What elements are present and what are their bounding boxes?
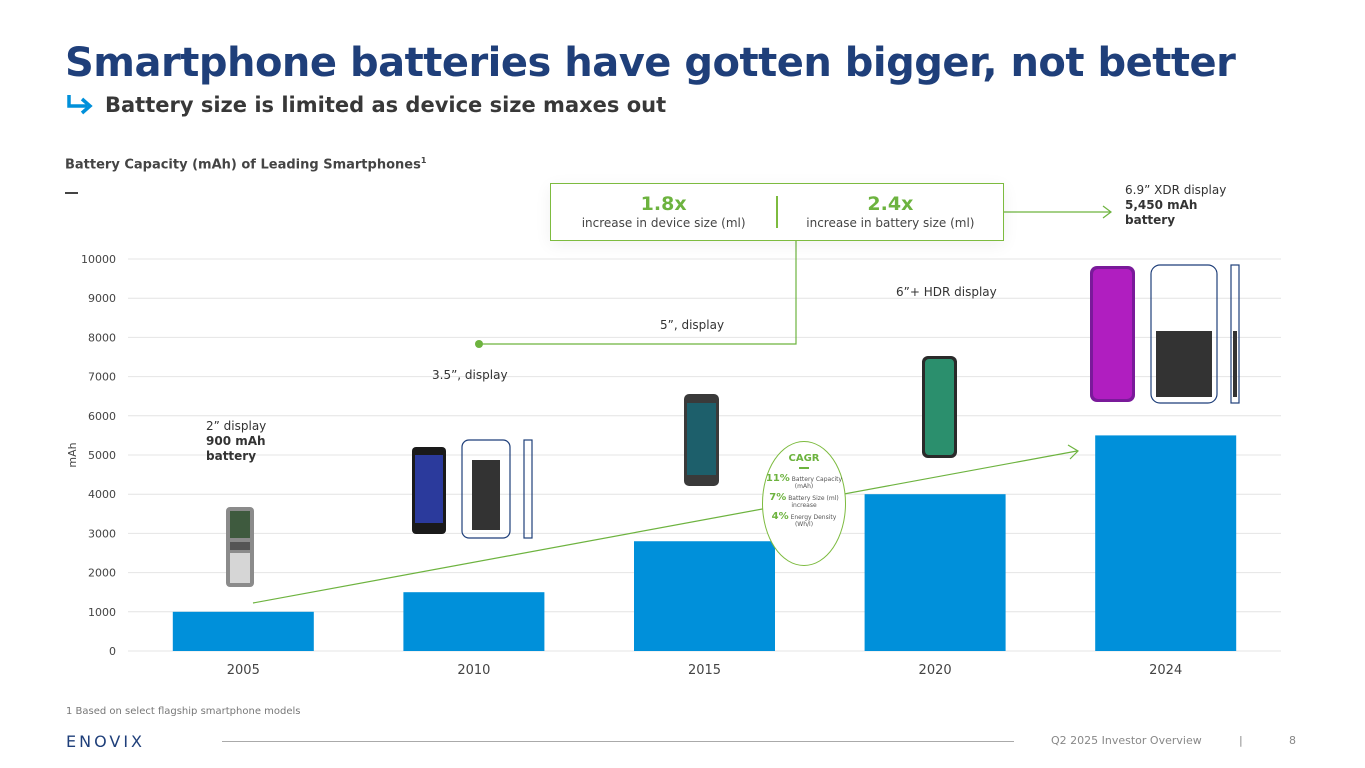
y-tick-label: 5000 <box>88 449 116 462</box>
y-axis-ticks: 0 1000 2000 3000 4000 5000 6000 7000 8000 9000 100… <box>81 253 116 658</box>
x-category-label: 2020 <box>919 663 952 678</box>
footer-separator: | <box>1239 734 1243 747</box>
annotation-2005-display: 2” display <box>206 419 267 433</box>
annotation-2024-battery: battery <box>1125 213 1176 227</box>
callout-connector-dot <box>475 340 483 348</box>
battery-size-stat: 2.4x increase in battery size (ml) <box>778 193 1003 231</box>
y-tick-label: 6000 <box>88 410 116 423</box>
cagr-item-label: Battery Size (ml) increase <box>788 494 839 509</box>
subtitle-row: Battery size is limited as device size m… <box>65 93 666 117</box>
x-category-label: 2015 <box>688 663 721 678</box>
bar-2024 <box>1095 435 1237 651</box>
annotation-2005-capacity: 900 mAh <box>206 434 266 448</box>
cagr-item: 4% Energy Density (Wh/l) <box>763 510 845 528</box>
chart-heading-footnote-marker: 1 <box>420 156 427 165</box>
y-tick-label: 7000 <box>88 371 116 384</box>
page-title: Smartphone batteries have gotten bigger,… <box>65 40 1236 86</box>
annotation-2020: 6”+ HDR display <box>896 285 997 299</box>
chart-bars <box>172 435 1237 651</box>
page-subtitle: Battery size is limited as device size m… <box>105 93 667 117</box>
y-tick-label: 3000 <box>88 527 116 540</box>
cagr-item-pct: 4% <box>771 510 789 522</box>
x-axis-categories: 2005 2010 2015 2020 2024 <box>227 663 1182 678</box>
device-size-label: increase in device size (ml) <box>581 216 746 230</box>
y-tick-label: 1000 <box>88 606 116 619</box>
y-tick-label: 9000 <box>88 292 116 305</box>
heading-dash <box>65 192 78 194</box>
battery-size-label: increase in battery size (ml) <box>806 216 975 230</box>
logo-text: ENOVIX <box>66 732 145 750</box>
cagr-item-label: Energy Density (Wh/l) <box>790 513 837 528</box>
page-number: 8 <box>1289 734 1296 747</box>
growth-callout-box: 1.8x increase in device size (ml) 2.4x i… <box>550 183 1004 241</box>
callout-connector <box>479 240 797 345</box>
annotation-2024-capacity: 5,450 mAh <box>1125 198 1198 212</box>
y-axis-label: mAh <box>66 442 79 467</box>
cagr-title: CAGR <box>788 453 820 464</box>
cagr-item: 11% Battery Capacity (mAh) <box>763 472 845 490</box>
phone-2020-image <box>922 356 957 458</box>
annotation-2024: 6.9” XDR display 5,450 mAh battery <box>1125 183 1226 228</box>
annotation-2005-battery: battery <box>206 449 257 463</box>
annotation-2005: 2” display 900 mAh battery <box>206 419 266 464</box>
y-tick-label: 0 <box>109 645 116 658</box>
battery-2010-image <box>461 439 533 539</box>
device-size-multiplier: 1.8x <box>640 193 687 215</box>
cagr-item-pct: 11% <box>765 472 790 484</box>
battery-2024-image <box>1150 264 1240 404</box>
callout-arrowhead <box>1102 205 1112 219</box>
phone-2005-image <box>226 507 254 587</box>
annotation-2010: 3.5”, display <box>432 368 508 382</box>
y-tick-label: 10000 <box>81 253 116 266</box>
enovix-logo: ENOVIX <box>66 732 145 750</box>
chart-heading-text: Battery Capacity (mAh) of Leading Smartp… <box>65 157 421 173</box>
cagr-dash <box>799 467 809 469</box>
bar-2015 <box>634 541 775 651</box>
x-category-label: 2005 <box>227 663 260 678</box>
battery-capacity-chart: 0 1000 2000 3000 4000 5000 6000 7000 8000 9000 100… <box>66 205 1281 678</box>
battery-size-multiplier: 2.4x <box>867 193 914 215</box>
chart-heading: Battery Capacity (mAh) of Leading Smartp… <box>65 156 426 172</box>
bar-2005 <box>172 611 314 651</box>
annotation-2015: 5”, display <box>660 318 725 332</box>
bar-2010 <box>403 592 545 651</box>
annotation-2024-display: 6.9” XDR display <box>1125 183 1227 197</box>
cagr-item-label: Battery Capacity (mAh) <box>791 475 843 490</box>
trend-arrow-line <box>252 450 1078 604</box>
y-tick-label: 2000 <box>88 567 116 580</box>
bar-2020 <box>864 494 1006 651</box>
device-size-stat: 1.8x increase in device size (ml) <box>551 193 776 231</box>
footer-divider <box>222 741 1014 742</box>
x-category-label: 2024 <box>1149 663 1182 678</box>
arrow-down-right-icon <box>67 95 93 115</box>
callout-divider <box>776 196 778 228</box>
trend-arrowhead <box>1067 444 1079 460</box>
cagr-bubble: CAGR 11% Battery Capacity (mAh) 7% Batte… <box>762 441 846 566</box>
cagr-item: 7% Battery Size (ml) increase <box>763 491 845 509</box>
y-tick-label: 8000 <box>88 331 116 344</box>
cagr-item-pct: 7% <box>769 491 787 503</box>
phone-2024-image <box>1090 266 1135 402</box>
footer-label: Q2 2025 Investor Overview <box>1051 734 1202 747</box>
footnote: 1 Based on select flagship smartphone mo… <box>66 706 301 717</box>
x-category-label: 2010 <box>457 663 490 678</box>
y-tick-label: 4000 <box>88 488 116 501</box>
phone-2010-image <box>412 447 446 534</box>
phone-2015-image <box>684 394 719 486</box>
